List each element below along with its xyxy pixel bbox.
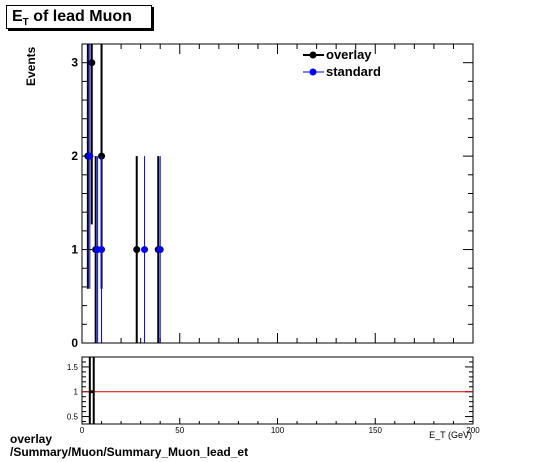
standard-point [98, 246, 106, 254]
caption-line-1: overlay [10, 432, 53, 446]
y-tick-label: 3 [71, 56, 78, 70]
ratio-plot: 0.5 1 1.5 0 50 100 150 200 [67, 357, 480, 435]
legend-overlay-label: overlay [326, 47, 372, 62]
main-plot: 0 1 2 3 [71, 44, 474, 350]
legend-standard-marker [309, 68, 317, 76]
x-tick-label: 200 [466, 426, 480, 435]
chart-title: ET of lead Muon [12, 8, 132, 29]
y-tick-label: 0 [71, 336, 78, 350]
standard-point [141, 246, 149, 254]
standard-point [156, 246, 164, 254]
x-tick-label: 100 [271, 426, 285, 435]
ratio-plot-frame [81, 356, 474, 425]
x-axis-label: E_T (GeV) [429, 430, 472, 440]
ratio-y-tick-label: 0.5 [67, 413, 79, 422]
main-plot-frame [81, 43, 474, 344]
legend-standard-label: standard [326, 64, 381, 79]
y-tick-label: 2 [71, 149, 78, 163]
legend: overlay standard [303, 47, 381, 79]
ratio-y-tick-label: 1 [74, 388, 79, 397]
title-box: ET of lead Muon [6, 5, 152, 29]
caption: overlay /Summary/Muon/Summary_Muon_lead_… [10, 433, 248, 459]
caption-line-2: /Summary/Muon/Summary_Muon_lead_et [10, 445, 249, 459]
overlay-point [133, 246, 141, 254]
ratio-point [90, 390, 94, 394]
y-tick-label: 1 [71, 243, 78, 257]
ratio-y-tick-label: 1.5 [67, 363, 79, 372]
x-tick-label: 50 [175, 426, 184, 435]
x-tick-label: 150 [369, 426, 383, 435]
legend-overlay-marker [309, 51, 317, 59]
standard-point [86, 152, 94, 160]
x-tick-label: 0 [80, 426, 85, 435]
